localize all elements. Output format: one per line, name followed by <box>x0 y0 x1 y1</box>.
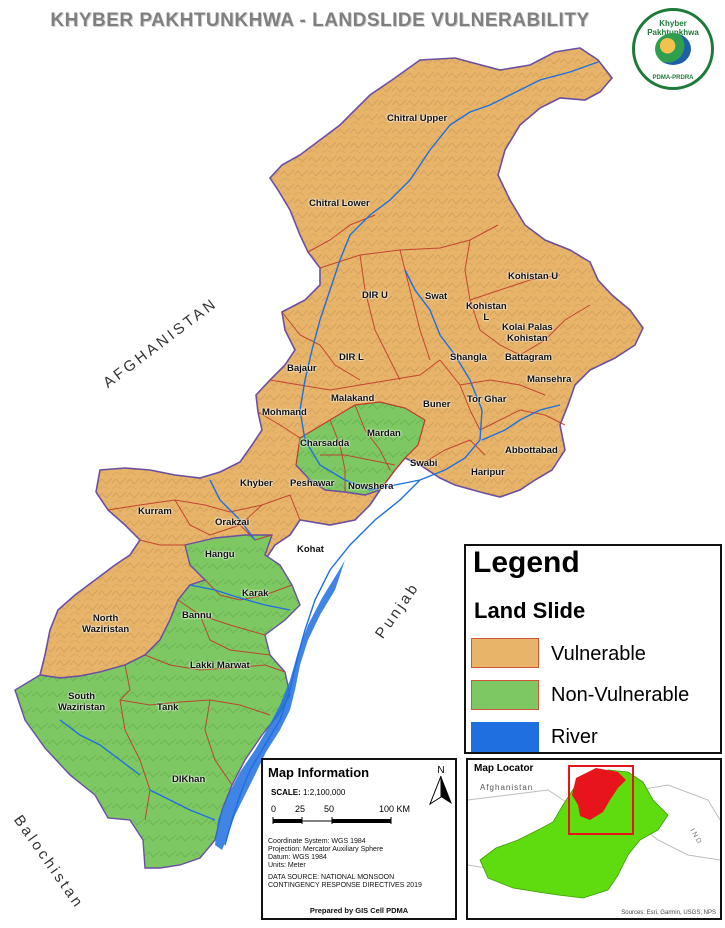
district-orakzai: Orakzai <box>215 517 250 528</box>
district-nowshera: Nowshera <box>348 481 394 492</box>
legend-swatch-river <box>471 722 539 752</box>
district-kurram: Kurram <box>138 506 172 517</box>
logo-bottom-text: PDMA-PRDRA <box>652 75 694 81</box>
scale-value: 1:2,100,000 <box>303 788 346 797</box>
logo-top-text: Khyber Pakhtunkhwa <box>647 19 699 37</box>
district-haripur: Haripur <box>471 467 505 478</box>
district-peshawar: Peshawar <box>290 478 335 489</box>
scale-tick-100: 100 KM <box>379 804 410 814</box>
info-title: Map Information <box>268 765 370 780</box>
legend-label-river: River <box>551 726 598 748</box>
info-credit: Prepared by GIS Cell PDMA <box>309 906 409 915</box>
district-kohistan-l: Kohistan L <box>466 301 507 323</box>
locator-title: Map Locator <box>474 763 534 774</box>
district-mohmand: Mohmand <box>262 407 307 418</box>
scale-tick-0: 0 <box>271 804 276 814</box>
district-mardan: Mardan <box>367 428 401 439</box>
district-malakand: Malakand <box>331 393 375 404</box>
legend-panel: Legend Land Slide Vulnerable Non-Vulnera… <box>464 544 722 754</box>
north-arrow-icon: N <box>428 765 452 806</box>
scale-tick-50: 50 <box>324 804 334 814</box>
scale-label: SCALE: <box>271 788 301 797</box>
info-datum: Datum: WGS 1984 <box>268 854 327 861</box>
district-tor-ghar: Tor Ghar <box>467 394 507 405</box>
legend-title: Legend <box>473 546 580 579</box>
district-kolai-palas: Kolai Palas Kohistan <box>502 322 553 344</box>
scale-bar: 0 25 50 100 KM <box>271 804 410 824</box>
locator-map: Afghanistan I N D <box>468 760 720 918</box>
district-mansehra: Mansehra <box>527 374 572 385</box>
district-chitral-upper: Chitral Upper <box>387 113 448 124</box>
district-buner: Buner <box>423 399 451 410</box>
district-swabi: Swabi <box>410 458 438 469</box>
legend-label-vulnerable: Vulnerable <box>551 643 646 665</box>
district-kohat: Kohat <box>297 544 324 555</box>
scale-tick-25: 25 <box>295 804 305 814</box>
legend-swatch-non-vulnerable <box>471 680 539 710</box>
locator-highlight-box <box>568 765 634 835</box>
legend-swatch-vulnerable <box>471 638 539 668</box>
district-khyber: Khyber <box>240 478 273 489</box>
north-label: N <box>437 765 444 776</box>
district-swat: Swat <box>425 291 448 302</box>
district-north-waziristan: North Waziristan <box>82 613 130 635</box>
logo-emblem-icon <box>655 33 691 65</box>
district-south-waziristan: South Waziristan <box>58 691 106 713</box>
map-locator-panel: Afghanistan I N D Map Locator Sources: E… <box>466 758 722 920</box>
locator-kp <box>572 768 626 820</box>
district-lakki-marwat: Lakki Marwat <box>190 660 250 671</box>
info-projection: Projection: Mercator Auxiliary Sphere <box>268 846 384 853</box>
locator-country-label: Afghanistan <box>480 783 533 792</box>
district-shangla: Shangla <box>450 352 487 363</box>
district-dir-u: DIR U <box>362 290 388 301</box>
indus-river <box>215 560 345 850</box>
info-data-source-2: CONTINGENCY RESPONSE DIRECTIVES 2019 <box>268 882 422 889</box>
info-units: Units: Meter <box>268 862 306 869</box>
district-dir-l: DIR L <box>339 352 364 363</box>
info-data-source-1: DATA SOURCE: NATIONAL MONSOON <box>268 874 395 881</box>
pdma-logo: Khyber Pakhtunkhwa PDMA-PRDRA <box>632 8 714 90</box>
district-chitral-lower: Chitral Lower <box>309 198 370 209</box>
locator-sources: Sources: Esri, Garmin, USGS, NPS <box>621 910 716 916</box>
district-tank: Tank <box>157 702 179 713</box>
info-coordinate-system: Coordinate System: WGS 1984 <box>268 838 366 845</box>
map-information-panel: Map Information SCALE: 1:2,100,000 0 25 … <box>261 758 457 920</box>
district-bajaur: Bajaur <box>287 363 317 374</box>
legend-label-non-vulnerable: Non-Vulnerable <box>551 684 690 706</box>
district-charsadda: Charsadda <box>300 438 350 449</box>
scale-text: SCALE: 1:2,100,000 <box>271 788 345 797</box>
district-hangu: Hangu <box>205 549 235 560</box>
map-title: KHYBER PAKHTUNKHWA - LANDSLIDE VULNERABI… <box>50 10 590 31</box>
district-kohistan-u: Kohistan U <box>508 271 559 282</box>
district-karak: Karak <box>242 588 269 599</box>
district-bannu: Bannu <box>182 610 212 621</box>
district-abbottabad: Abbottabad <box>505 445 558 456</box>
district-battagram: Battagram <box>505 352 552 363</box>
legend-subtitle: Land Slide <box>474 598 586 623</box>
district-dikhan: DIKhan <box>172 774 206 785</box>
